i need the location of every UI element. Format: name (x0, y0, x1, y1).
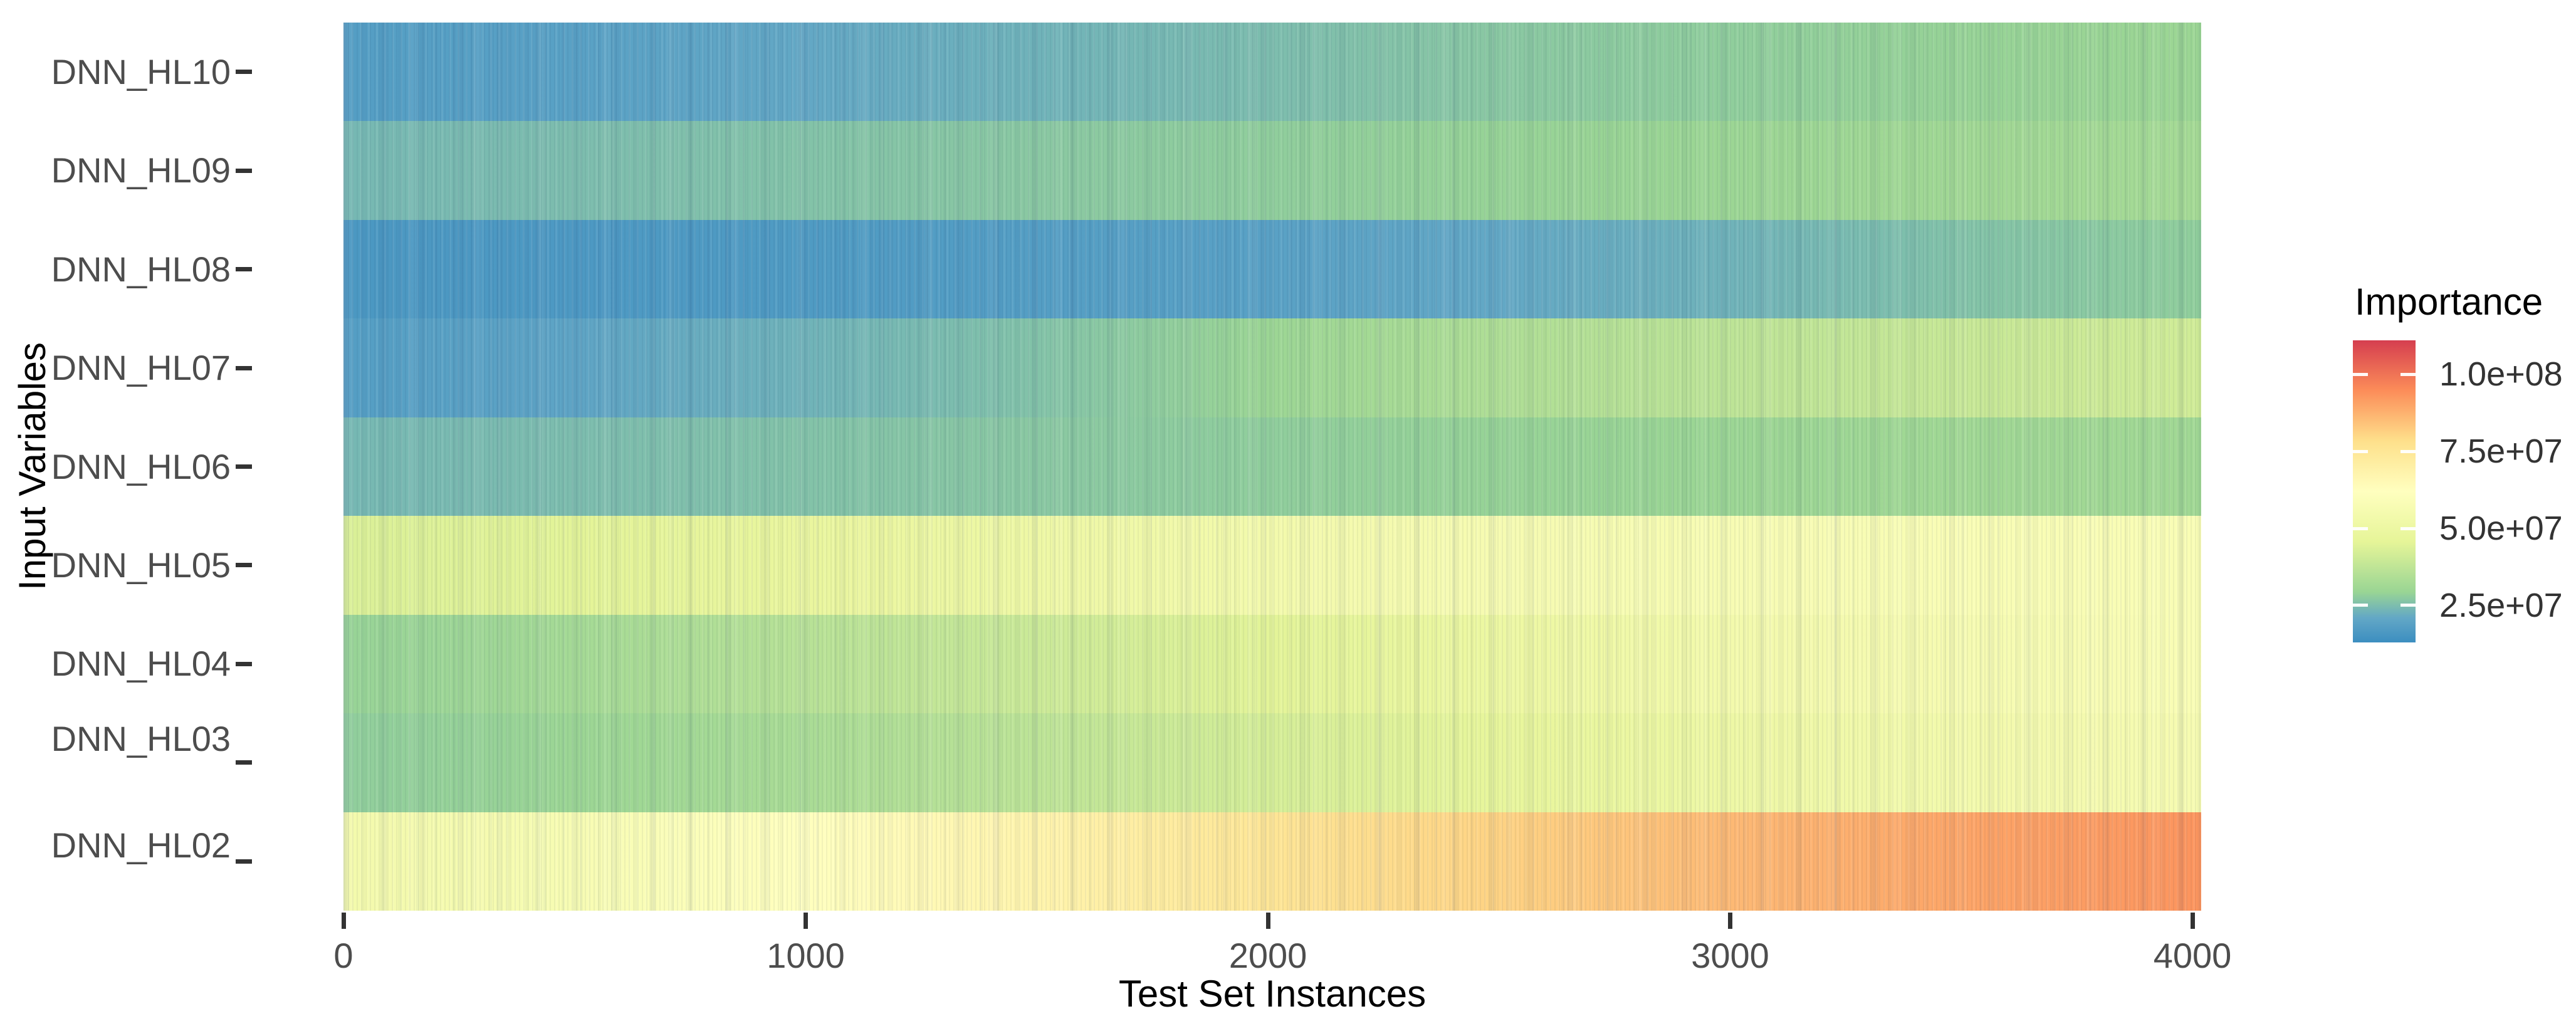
legend-tick-label: 2.5e+07 (2439, 586, 2563, 624)
heat-row-noise (343, 318, 2201, 418)
legend-tick-label: 5.0e+07 (2439, 510, 2563, 548)
heat-row-noise (343, 812, 2201, 911)
heat-row (343, 812, 2201, 911)
y-tick-label: DNN_HL10 (51, 51, 231, 92)
heat-row (343, 23, 2201, 122)
heat-row-noise (343, 614, 2201, 715)
heat-row (343, 318, 2201, 418)
x-tick-mark (2190, 913, 2195, 929)
y-tick-label: DNN_HL08 (51, 249, 231, 289)
y-tick-mark (236, 464, 252, 469)
y-tick-label: DNN_HL06 (51, 446, 231, 486)
y-tick-mark (236, 365, 252, 370)
y-tick-mark (236, 661, 252, 666)
heat-row-noise (343, 23, 2201, 122)
y-tick-mark (236, 70, 252, 75)
heat-row-noise (343, 516, 2201, 615)
legend-tick-mark (2401, 449, 2416, 453)
y-tick-mark (236, 168, 252, 173)
legend-tick-mark (2401, 372, 2416, 376)
y-tick-label: DNN_HL07 (51, 348, 231, 388)
heatmap-panel (343, 23, 2201, 911)
y-tick-mark (236, 267, 252, 272)
legend-tick-mark (2353, 372, 2368, 376)
heat-row-noise (343, 417, 2201, 517)
heat-row-noise (343, 121, 2201, 221)
x-tick-label: 1000 (767, 936, 845, 975)
x-axis-title: Test Set Instances (1118, 973, 1427, 1015)
legend-tick-mark (2401, 526, 2416, 530)
x-tick-label: 4000 (2153, 936, 2232, 975)
x-tick-label: 0 (333, 936, 353, 975)
y-tick-mark (236, 760, 252, 765)
heat-row (343, 121, 2201, 221)
y-tick-label: DNN_HL03 (51, 718, 231, 758)
legend-tick-mark (2353, 526, 2368, 530)
x-tick-label: 2000 (1228, 936, 1307, 975)
heat-row (343, 417, 2201, 517)
heat-row (343, 516, 2201, 615)
x-tick-mark (804, 913, 808, 929)
legend-tick-mark (2353, 604, 2368, 607)
x-tick-mark (341, 913, 346, 929)
legend-tick-label: 1.0e+08 (2439, 355, 2563, 394)
heat-row-noise (343, 713, 2201, 813)
x-tick-mark (1728, 913, 1732, 929)
y-tick-label: DNN_HL02 (51, 825, 231, 866)
legend-title: Importance (2355, 281, 2543, 323)
y-tick-label: DNN_HL09 (51, 150, 231, 191)
heat-row (343, 713, 2201, 813)
y-tick-label: DNN_HL05 (51, 545, 231, 585)
legend-tick-mark (2401, 604, 2416, 607)
heat-row-noise (343, 219, 2201, 320)
x-tick-mark (1265, 913, 1270, 929)
y-tick-label: DNN_HL04 (51, 644, 231, 684)
y-tick-mark (236, 563, 252, 568)
legend-tick-mark (2353, 449, 2368, 453)
heat-row (343, 614, 2201, 715)
x-tick-label: 3000 (1691, 936, 1769, 975)
heat-row (343, 219, 2201, 320)
legend-colorbar (2353, 340, 2416, 642)
legend-tick-label: 7.5e+07 (2439, 432, 2563, 471)
y-tick-mark (236, 859, 252, 864)
